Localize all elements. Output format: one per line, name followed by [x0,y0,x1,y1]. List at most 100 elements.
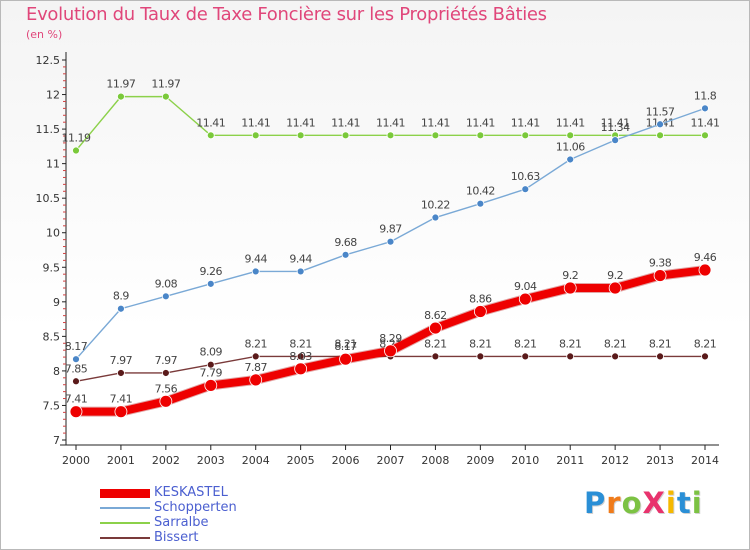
data-label-keskastel: 9.38 [649,257,672,270]
data-label-bissert: 8.21 [289,337,312,350]
y-tick-label: 9 [53,296,60,309]
data-label-sarralbe: 11.41 [286,116,315,129]
logo-letter: o [621,486,643,520]
data-label-keskastel: 7.56 [155,382,178,395]
data-point-schopperten [206,279,215,288]
data-label-keskastel: 9.46 [694,251,717,264]
legend-swatch-keskastel [100,489,150,498]
legend-label-keskastel: KESKASTEL [154,485,228,500]
data-label-bissert: 8.21 [694,337,717,350]
x-tick-label: 2010 [511,454,539,467]
data-label-keskastel: 9.2 [562,269,578,282]
x-tick-label: 2000 [62,454,90,467]
data-point-keskastel [339,352,352,366]
data-point-schopperten [656,120,664,129]
data-point-keskastel [563,281,577,295]
y-tick-label: 10 [46,227,60,240]
data-label-bissert: 8.21 [559,337,582,350]
data-label-sarralbe: 11.97 [106,78,135,91]
data-point-schopperten [341,250,350,259]
x-tick-label: 2007 [377,454,405,467]
legend-label-bissert: Bissert [154,530,199,545]
data-point-sarralbe [521,131,530,140]
legend-swatch-schopperten [100,507,150,509]
data-label-sarralbe: 11.41 [331,116,360,129]
legend-label-schopperten: Schopperten [154,500,237,515]
data-point-keskastel [69,405,83,419]
data-point-bissert [611,352,620,361]
data-label-bissert: 8.21 [649,337,672,350]
data-label-keskastel: 7.41 [110,393,133,406]
data-point-keskastel [294,362,308,376]
data-label-sarralbe: 11.41 [421,116,450,129]
data-label-schopperten: 9.87 [379,223,402,236]
data-label-bissert: 8.21 [334,337,357,350]
data-label-sarralbe: 11.41 [511,116,540,129]
data-label-sarralbe: 11.41 [601,116,630,129]
logo-letter: r [606,486,622,520]
data-label-schopperten: 11.57 [646,105,675,118]
data-point-keskastel [608,281,622,295]
data-label-schopperten: 10.63 [511,170,540,183]
data-point-sarralbe [206,131,215,140]
proxiti-logo: ProXiti [584,486,703,520]
data-point-bissert [206,360,215,369]
data-point-schopperten [161,292,170,301]
data-label-schopperten: 10.42 [466,185,495,198]
data-label-bissert: 8.21 [604,337,627,350]
data-point-schopperten [431,213,440,222]
data-label-keskastel: 9.04 [514,280,537,293]
data-point-keskastel [249,373,263,387]
data-label-schopperten: 11.34 [601,121,630,134]
y-tick-label: 10.5 [36,192,61,205]
x-tick-label: 2011 [556,454,584,467]
x-tick-label: 2012 [601,454,629,467]
data-label-keskastel: 8.86 [469,292,492,305]
data-label-schopperten: 11.06 [556,140,585,153]
y-tick-label: 11.5 [36,123,61,136]
data-label-keskastel: 7.79 [200,366,223,379]
data-label-bissert: 8.21 [244,337,267,350]
data-label-keskastel: 8.03 [289,350,312,363]
unit-label: (en %) [26,28,63,41]
data-label-keskastel: 7.87 [244,361,267,374]
data-point-bissert [117,369,125,377]
x-tick-label: 2013 [646,454,674,467]
data-point-bissert [701,352,709,361]
data-label-sarralbe: 11.41 [376,116,405,129]
data-label-bissert: 7.97 [110,354,133,367]
data-point-schopperten [701,104,709,113]
data-point-sarralbe [341,131,350,140]
data-label-keskastel: 8.17 [334,340,357,353]
data-label-bissert: 8.21 [424,337,447,350]
data-point-bissert [566,352,575,361]
legend-swatch-bissert [100,537,150,539]
x-tick-label: 2002 [152,454,180,467]
data-point-sarralbe [431,131,440,140]
y-tick-label: 8.5 [43,330,61,343]
data-point-bissert [521,352,530,361]
data-label-schopperten: 9.08 [155,277,178,290]
data-point-bissert [476,352,485,361]
data-label-bissert: 8.09 [200,346,223,359]
data-point-bissert [431,352,440,361]
x-tick-label: 2006 [332,454,360,467]
data-label-keskastel: 7.41 [65,393,88,406]
legend-swatch-sarralbe [100,522,150,524]
data-label-keskastel: 9.2 [607,269,623,282]
x-tick-label: 2004 [242,454,270,467]
data-label-sarralbe: 11.41 [691,116,720,129]
x-tick-label: 2008 [421,454,449,467]
data-point-keskastel [384,344,397,358]
data-label-sarralbe: 11.41 [466,116,495,129]
data-label-schopperten: 9.44 [289,252,312,265]
data-point-keskastel [114,405,128,419]
logo-letter: P [584,486,607,520]
data-point-keskastel [698,263,712,277]
data-point-schopperten [386,237,395,246]
data-point-keskastel [653,269,667,282]
data-label-schopperten: 8.17 [65,340,88,353]
y-tick-label: 7.5 [43,399,61,412]
data-label-bissert: 8.21 [469,337,492,350]
